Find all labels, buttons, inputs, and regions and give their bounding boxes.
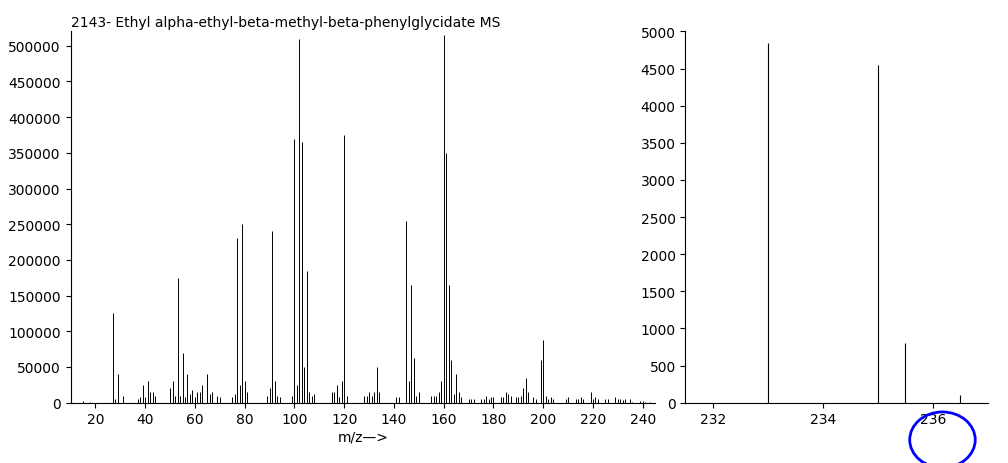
Text: 2143- Ethyl alpha-ethyl-beta-methyl-beta-phenylglycidate MS: 2143- Ethyl alpha-ethyl-beta-methyl-beta…	[71, 16, 500, 30]
X-axis label: m/z—>: m/z—>	[338, 429, 388, 443]
